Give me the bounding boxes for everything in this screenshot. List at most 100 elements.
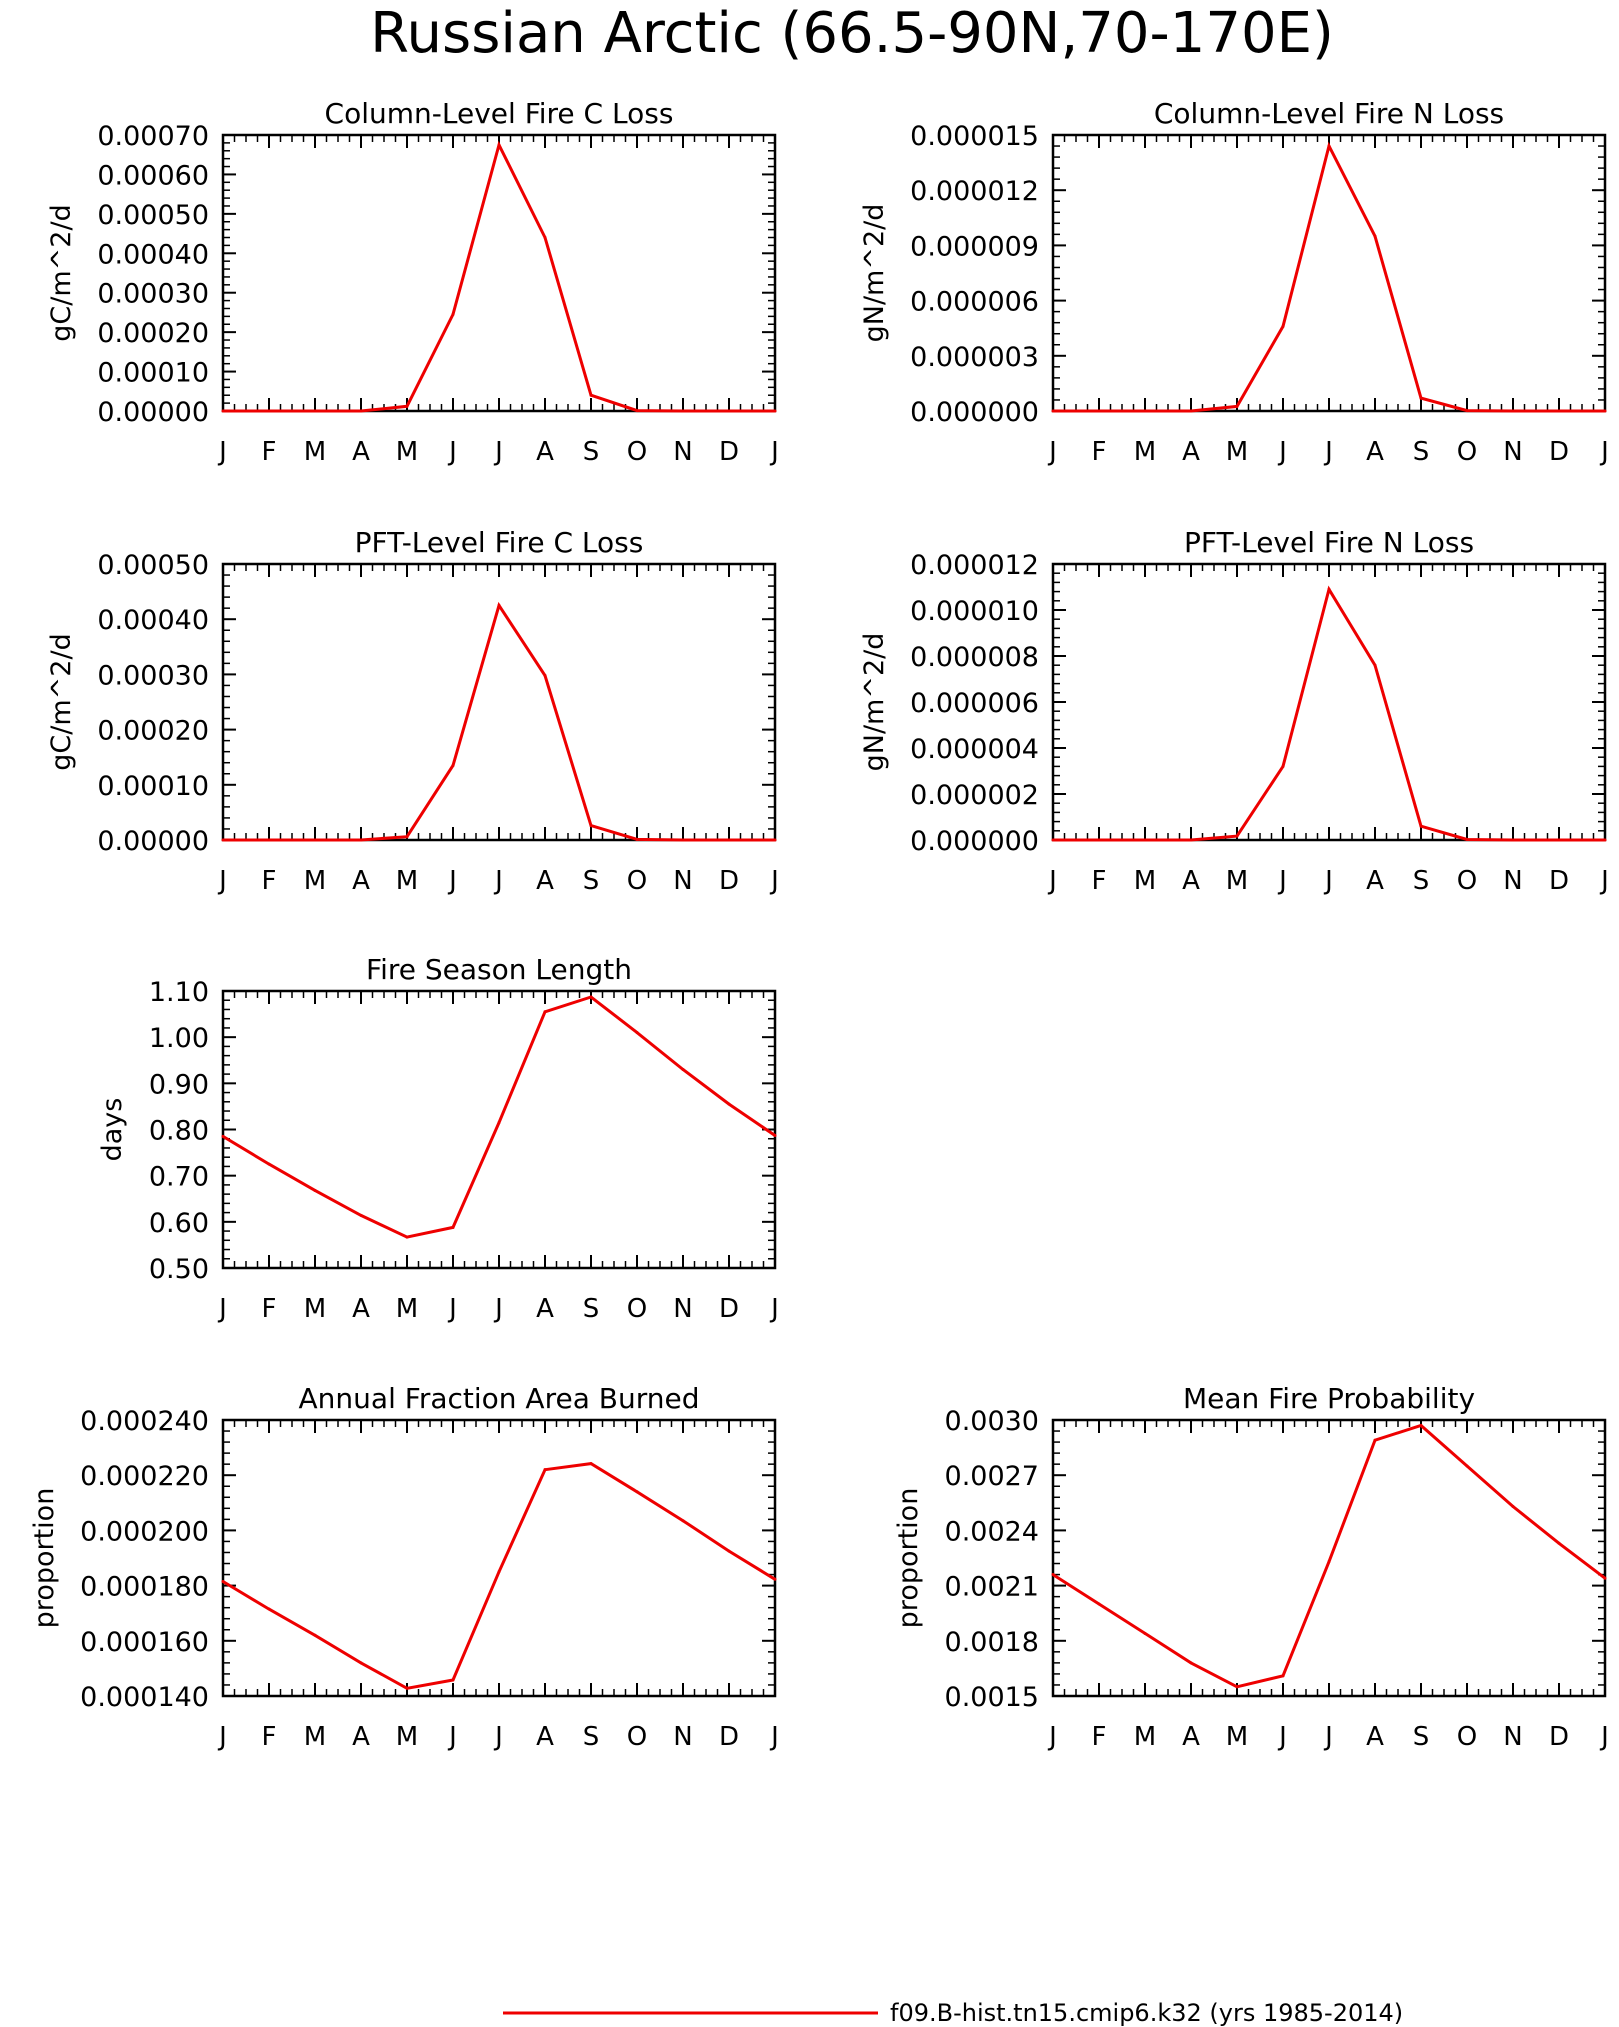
data-point — [497, 1121, 501, 1125]
data-point — [1373, 663, 1377, 667]
data-point — [1511, 838, 1515, 842]
series-line — [1053, 141, 1605, 413]
x-tick-label: M — [1134, 866, 1156, 896]
series-line — [1053, 585, 1605, 842]
x-tick-label: J — [217, 866, 227, 896]
panel-title: PFT-Level Fire C Loss — [355, 526, 644, 559]
x-tick-label: F — [262, 1294, 277, 1324]
x-tick-label: N — [1503, 1722, 1522, 1752]
x-tick-label: J — [217, 437, 227, 467]
chart-panel: J F M A M J J A S O N D J0.00150.00180.00210.00240.0… — [893, 1382, 1609, 1752]
y-tick-label: 0.80 — [149, 1116, 209, 1147]
data-point — [267, 1607, 271, 1611]
x-tick-label: J — [1323, 866, 1333, 896]
data-point — [1143, 409, 1147, 413]
series-line — [222, 1462, 776, 1690]
data-point — [359, 409, 363, 413]
y-tick-label: 0.000006 — [910, 287, 1039, 318]
y-tick-label: 0.000200 — [80, 1516, 209, 1547]
x-tick-label: J — [447, 866, 457, 896]
data-point — [1373, 1438, 1377, 1442]
data-point — [1097, 838, 1101, 842]
data-point — [773, 838, 777, 842]
data-point — [543, 236, 547, 240]
chart-panel: J F M A M J J A S O N D J0.0001400.0001600.0001800.0… — [29, 1382, 779, 1752]
x-tick-label: J — [769, 866, 779, 896]
data-point — [1235, 834, 1239, 838]
data-point — [589, 393, 593, 397]
data-point — [497, 143, 501, 147]
x-tick-label: A — [1182, 1722, 1200, 1752]
y-tick-label: 0.0027 — [945, 1461, 1039, 1492]
data-point — [681, 838, 685, 842]
y-tick-label: 0.00060 — [97, 160, 209, 191]
chart-panel: J F M A M J J A S O N D J0.0000000.0000020.0000040.0… — [859, 526, 1609, 896]
y-tick-label: 0.00000 — [97, 397, 209, 428]
data-point — [1465, 409, 1469, 413]
y-tick-label: 1.00 — [149, 1023, 209, 1054]
x-tick-label: N — [673, 1722, 692, 1752]
data-point — [497, 603, 501, 607]
chart-panel: J F M A M J J A S O N D J0.500.600.700.800.901.001.1… — [97, 953, 779, 1324]
x-tick-label: D — [1549, 866, 1569, 896]
x-tick-label: J — [447, 1294, 457, 1324]
plot-frame — [1051, 133, 1607, 413]
x-tick-label: M — [304, 1294, 326, 1324]
data-point — [681, 1519, 685, 1523]
y-tick-label: 0.000015 — [910, 121, 1039, 152]
y-tick-label: 0.00020 — [97, 318, 209, 349]
y-tick-label: 0.00030 — [97, 279, 209, 310]
data-point — [1557, 838, 1561, 842]
data-point — [1235, 404, 1239, 408]
y-tick-label: 0.00040 — [97, 605, 209, 636]
legend-label: f09.B-hist.tn15.cmip6.k32 (yrs 1985-2014… — [890, 1999, 1403, 2027]
data-point — [267, 1162, 271, 1166]
y-axis-label: days — [97, 1098, 128, 1162]
x-tick-label: M — [1226, 437, 1248, 467]
data-point — [635, 837, 639, 841]
x-tick-label: S — [583, 437, 600, 467]
data-point — [313, 409, 317, 413]
data-point — [1603, 838, 1607, 842]
x-tick-label: J — [1277, 866, 1287, 896]
x-tick-label: S — [1413, 1722, 1430, 1752]
x-tick-label: A — [352, 437, 370, 467]
y-tick-label: 0.0018 — [945, 1627, 1039, 1658]
data-point — [221, 1579, 225, 1583]
x-tick-label: A — [1182, 866, 1200, 896]
data-point — [773, 1577, 777, 1581]
data-point — [1097, 1602, 1101, 1606]
data-point — [727, 838, 731, 842]
series-line — [223, 140, 775, 413]
x-tick-label: M — [304, 437, 326, 467]
y-tick-label: 0.00010 — [97, 771, 209, 802]
x-tick-label: M — [396, 1722, 418, 1752]
x-tick-label: F — [262, 437, 277, 467]
data-point — [681, 409, 685, 413]
data-point — [359, 1661, 363, 1665]
x-tick-label: J — [447, 437, 457, 467]
x-tick-label: J — [493, 1294, 503, 1324]
y-axis-label: proportion — [893, 1488, 924, 1629]
chart-panel: J F M A M J J A S O N D J0.0000000.0000030.0000060.0… — [859, 97, 1609, 467]
data-point — [543, 674, 547, 678]
data-point — [405, 1235, 409, 1239]
y-axis-label: gN/m^2/d — [859, 204, 890, 343]
x-tick-label: J — [1323, 437, 1333, 467]
x-tick-label: M — [1134, 1722, 1156, 1752]
x-tick-label: J — [1599, 1722, 1609, 1752]
data-point — [1373, 234, 1377, 238]
x-tick-label: J — [493, 1722, 503, 1752]
data-point — [1557, 1541, 1561, 1545]
x-tick-label: J — [1277, 1722, 1287, 1752]
series-line — [223, 601, 775, 842]
data-point — [1465, 1464, 1469, 1468]
x-tick-label: S — [583, 1294, 600, 1324]
x-tick-label: F — [262, 866, 277, 896]
data-point — [727, 1102, 731, 1106]
y-tick-label: 0.00020 — [97, 716, 209, 747]
y-tick-label: 0.000220 — [80, 1461, 209, 1492]
data-point — [1051, 1573, 1055, 1577]
y-tick-label: 0.00000 — [97, 826, 209, 857]
data-point — [1097, 409, 1101, 413]
